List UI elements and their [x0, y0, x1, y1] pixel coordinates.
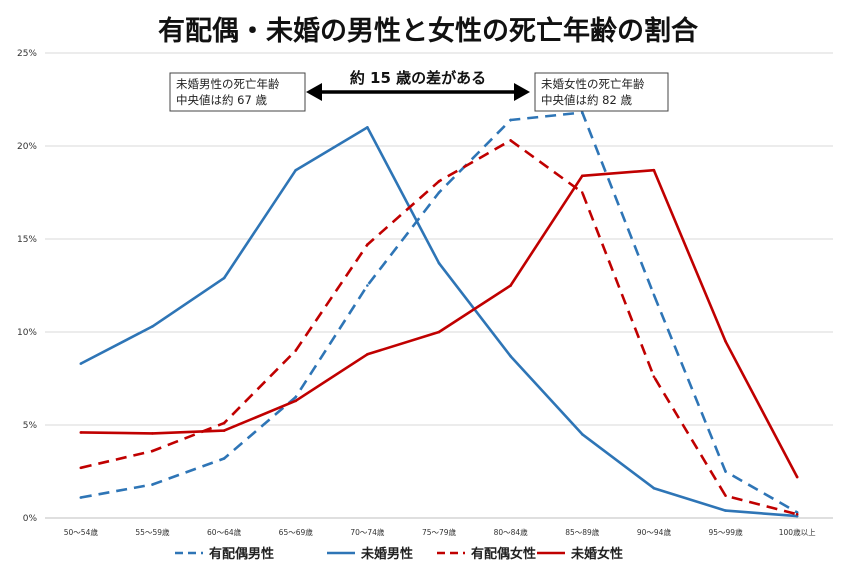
data-point	[366, 126, 369, 129]
data-point	[652, 486, 656, 490]
data-point	[795, 475, 799, 479]
series-line	[80, 168, 799, 478]
data-point	[79, 496, 83, 499]
left-annotation-box	[169, 72, 306, 112]
data-point	[580, 111, 584, 114]
data-point	[294, 399, 298, 403]
data-point	[580, 191, 584, 194]
data-point	[151, 432, 154, 435]
y-tick-label: 0%	[23, 514, 38, 524]
data-point	[509, 139, 512, 142]
x-tick-label: 100歳以上	[779, 527, 816, 537]
x-axis: 50～54歳 55～59歳 60～64歳 65～69歳 70～74歳 75～79歳 80～8…	[64, 527, 816, 537]
data-point	[222, 429, 226, 432]
data-point	[652, 375, 656, 378]
x-tick-label: 70～74歳	[350, 527, 385, 537]
data-point	[509, 354, 512, 358]
data-point	[151, 483, 154, 486]
data-point	[724, 494, 727, 497]
x-tick-label: 90～94歳	[637, 527, 672, 537]
difference-arrow-label: 約 15 歳の差がある	[350, 69, 486, 87]
x-tick-label: 75～79歳	[422, 527, 457, 537]
data-point	[366, 284, 369, 287]
left-annotation-line-2: 中央値は約 67 歳	[176, 93, 267, 107]
y-tick-label: 15%	[17, 235, 37, 245]
y-axis: 0% 5% 10% 15% 20% 25%	[17, 49, 37, 524]
y-tick-label: 25%	[17, 49, 37, 59]
x-tick-label: 60～64歳	[207, 527, 242, 537]
x-tick-label: 50～54歳	[64, 527, 99, 537]
data-point	[294, 168, 298, 172]
data-point	[79, 362, 83, 365]
data-point	[509, 118, 512, 122]
data-point	[366, 353, 369, 356]
data-point	[652, 293, 656, 297]
y-tick-label: 5%	[23, 421, 38, 431]
data-point	[437, 261, 441, 265]
legend: 有配偶男性 未婚男性 有配偶女性 未婚女性	[175, 546, 623, 562]
series-line	[80, 126, 798, 518]
difference-arrow-right-head	[514, 83, 530, 101]
series-line	[80, 111, 798, 514]
legend-label: 未婚男性	[360, 546, 413, 562]
data-point	[509, 284, 512, 287]
x-tick-label: 65～69歳	[279, 527, 314, 537]
x-tick-label: 55～59歳	[135, 527, 170, 537]
data-point	[222, 457, 226, 460]
right-annotation-line-1: 未婚女性の死亡年齢	[541, 77, 645, 91]
data-point	[437, 191, 441, 194]
data-point	[724, 470, 727, 473]
y-tick-label: 10%	[17, 328, 37, 338]
data-point	[366, 243, 369, 246]
x-tick-label: 80～84歳	[494, 527, 529, 537]
data-point	[795, 512, 799, 516]
data-point	[222, 276, 226, 280]
legend-label: 有配偶女性	[471, 546, 536, 562]
annotations: 未婚男性の死亡年齢 中央値は約 67 歳 未婚女性の死亡年齢 中央値は約 82 …	[169, 69, 669, 112]
x-tick-label: 85～89歳	[565, 527, 600, 537]
data-point	[795, 511, 799, 514]
difference-arrow-left-head	[306, 83, 322, 101]
data-point	[724, 340, 727, 343]
right-annotation-line-2: 中央値は約 82 歳	[541, 93, 632, 107]
y-tick-label: 20%	[17, 142, 37, 152]
chart-title: 有配偶・未婚の男性と女性の死亡年齢の割合	[158, 15, 698, 47]
x-tick-label: 95～99歳	[708, 527, 743, 537]
data-point	[437, 180, 441, 183]
data-point	[294, 395, 298, 399]
data-point	[151, 449, 154, 453]
data-point	[79, 466, 83, 470]
data-point	[795, 514, 799, 518]
legend-label: 有配偶男性	[209, 546, 274, 562]
left-annotation-line-1: 未婚男性の死亡年齢	[176, 77, 280, 91]
data-point	[151, 325, 154, 328]
data-point	[724, 509, 727, 512]
legend-label: 未婚女性	[570, 546, 623, 562]
data-point	[437, 330, 441, 334]
data-point	[294, 349, 298, 352]
data-point	[79, 431, 83, 434]
right-annotation-box	[534, 72, 669, 112]
data-point	[652, 168, 656, 172]
data-point	[580, 174, 584, 178]
series-group	[79, 111, 799, 518]
series-line	[80, 139, 798, 516]
data-point	[222, 421, 226, 425]
data-point	[580, 433, 584, 436]
